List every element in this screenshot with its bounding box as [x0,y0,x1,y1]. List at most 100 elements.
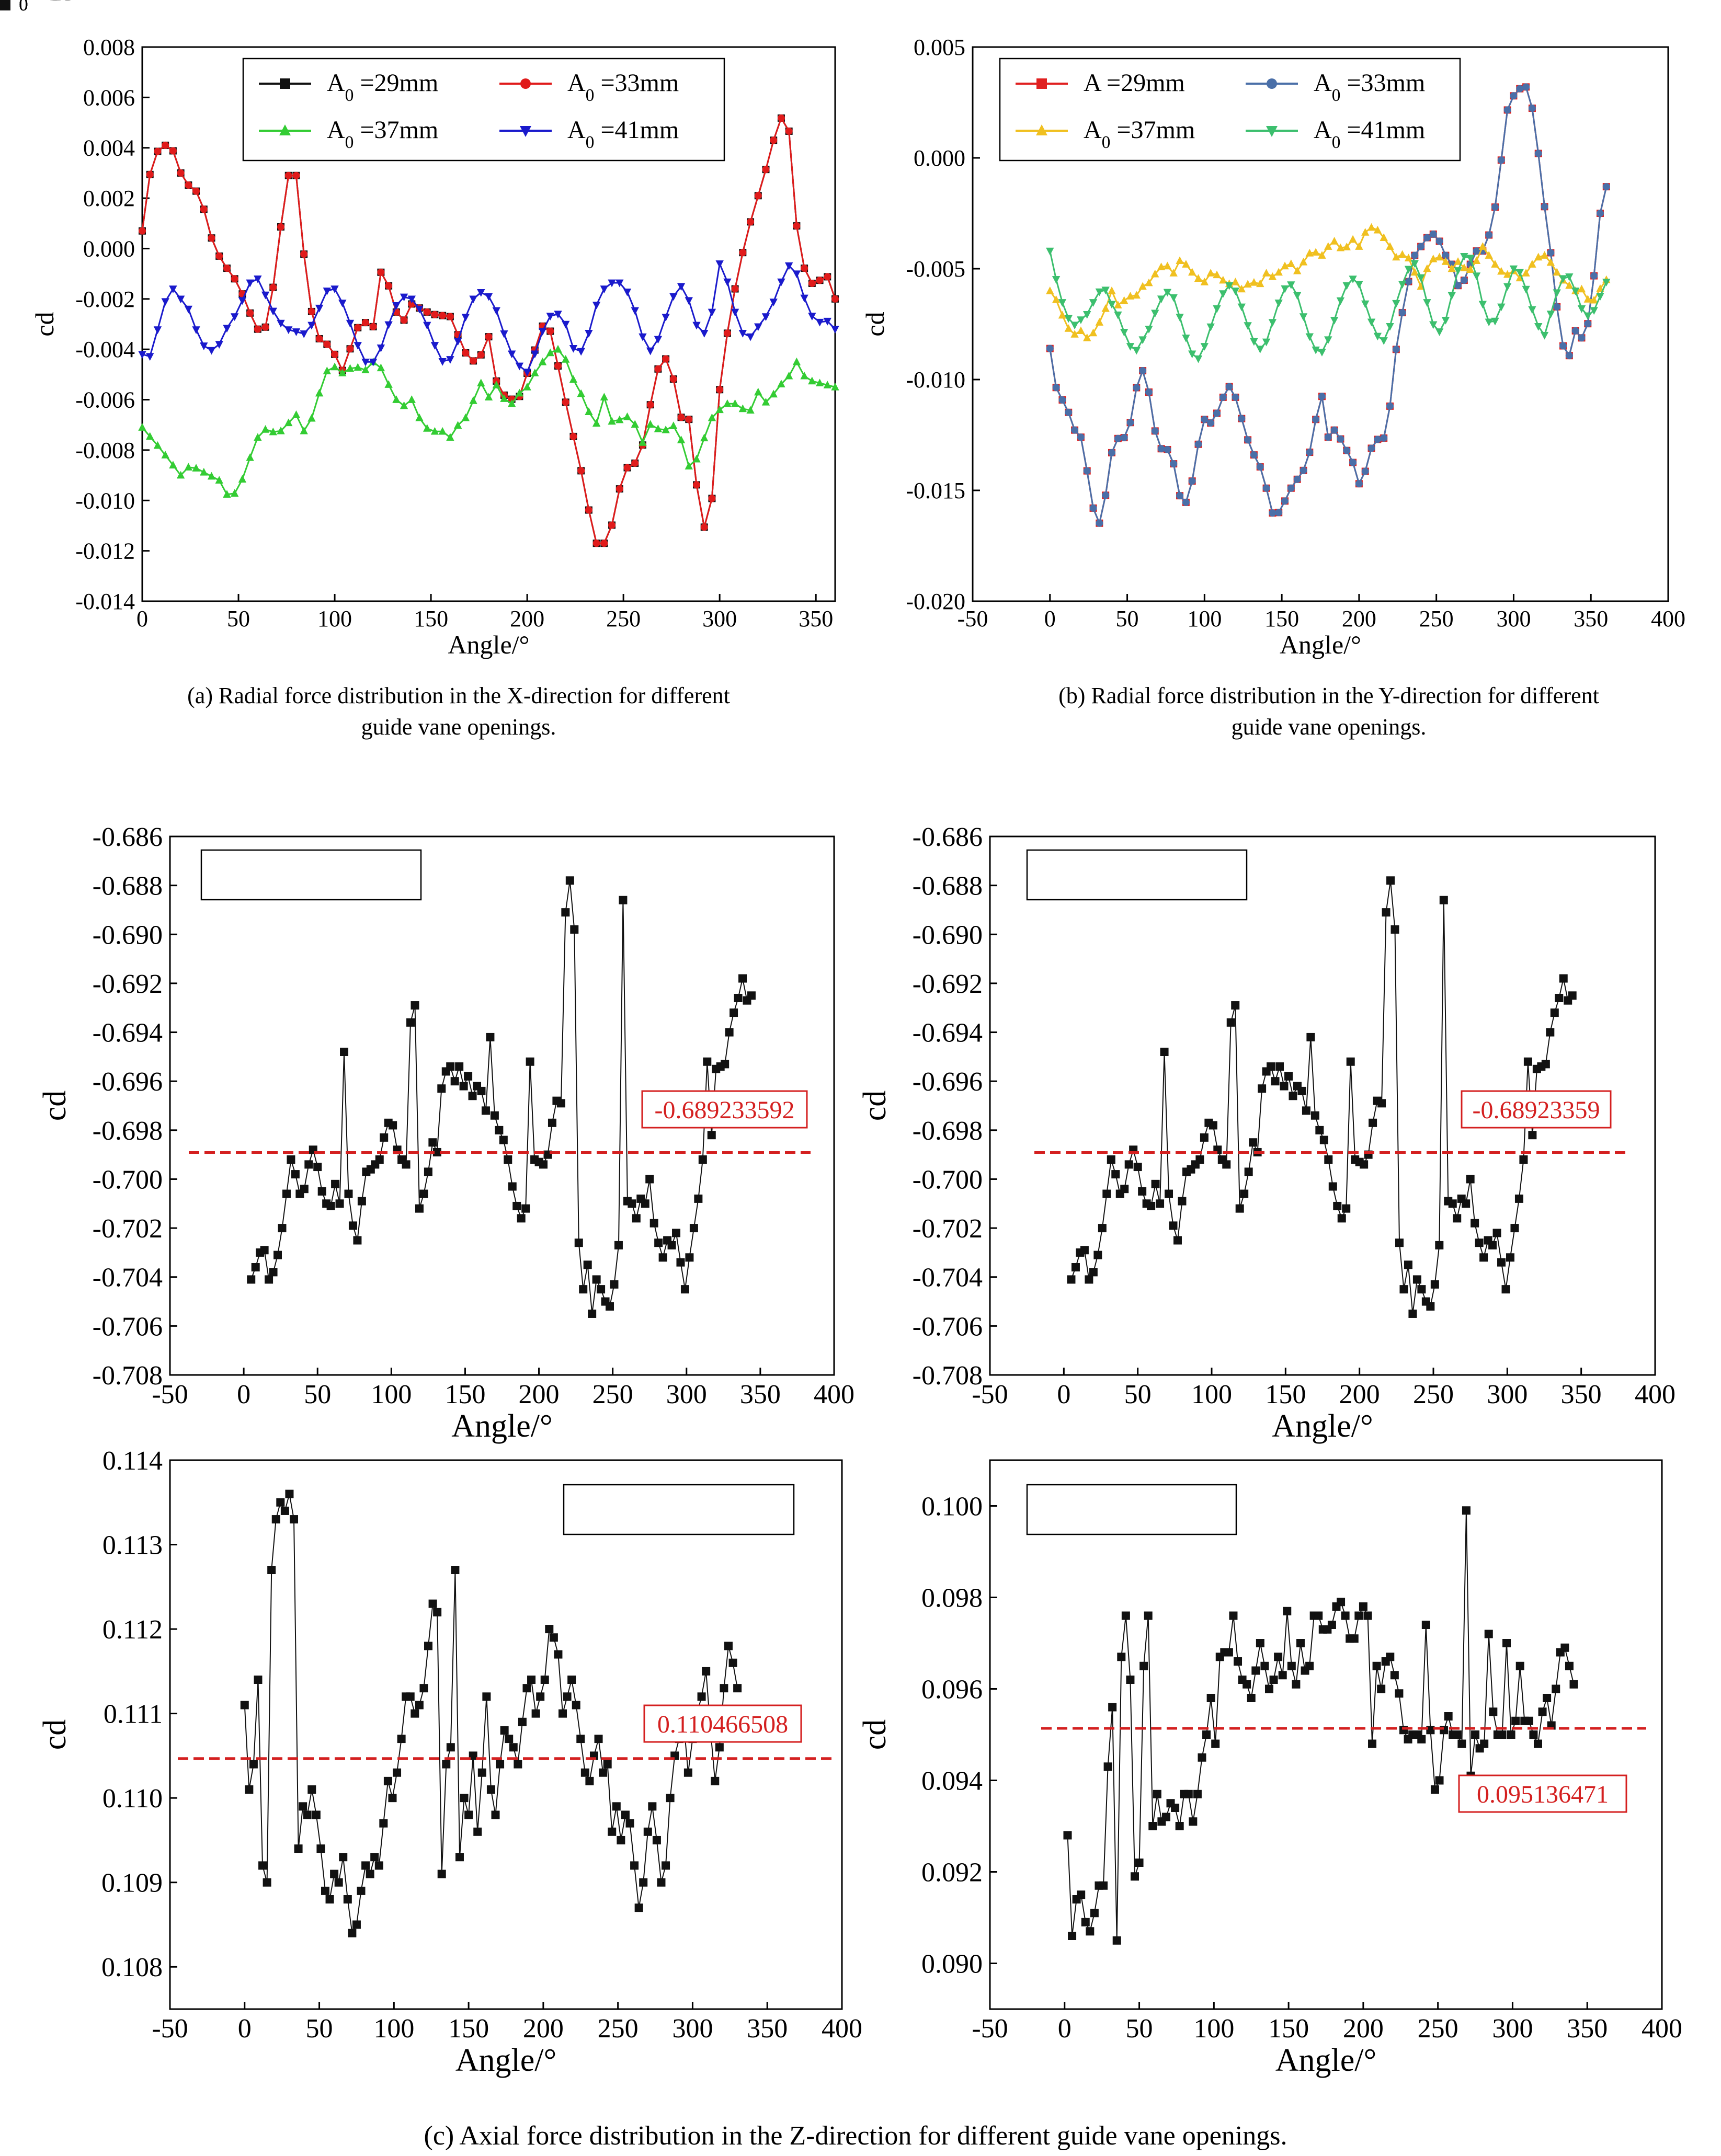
data-point [169,285,177,293]
x-tick-label: 150 [414,606,448,632]
data-point [1132,347,1141,355]
y-tick-label: -0.706 [93,1312,163,1341]
data-point [486,1785,495,1794]
data-point [424,1167,432,1176]
x-tick-label: 50 [227,606,250,632]
data-point [249,1760,258,1769]
data-point [1188,268,1196,276]
data-point [428,1599,437,1608]
y-tick-label: -0.700 [913,1165,983,1195]
y-tick-label: 0.098 [921,1584,983,1613]
data-point [1426,1726,1435,1735]
data-point [1126,343,1135,351]
data-point [1099,1881,1108,1890]
data-point [1157,295,1166,304]
data-point [1258,1084,1267,1093]
data-point [1417,1285,1426,1294]
data-point [1201,416,1209,423]
data-point [1410,268,1419,276]
data-point [1114,301,1122,308]
series-a0-33mm [1046,83,1610,527]
data-point [1408,1309,1417,1318]
data-point [450,1077,459,1086]
plot-frame [989,1459,1663,2010]
data-point [1328,1182,1337,1191]
data-point [469,396,477,404]
data-point [1064,324,1073,332]
data-point [654,1238,663,1247]
x-tick-label: 350 [747,2014,788,2044]
data-point [1602,279,1611,286]
data-point [1435,1241,1444,1249]
data-point [385,282,393,290]
data-point [1281,497,1289,505]
data-point [521,1204,530,1213]
data-point [1274,268,1283,276]
data-point [1577,284,1586,293]
data-point [1471,1730,1480,1739]
data-point [1392,300,1400,308]
data-point [1275,1062,1284,1071]
data-point [338,300,347,307]
data-point [632,1214,641,1223]
data-point [580,1768,589,1777]
x-tick-label: 100 [1193,2014,1234,2044]
data-point [1460,253,1468,261]
data-point [723,399,732,407]
data-point [645,1175,654,1184]
data-point [377,344,385,352]
data-point [1417,1735,1426,1744]
data-point [184,305,193,314]
data-point [1386,876,1395,885]
data-point [592,540,600,547]
data-point [1404,266,1413,274]
data-point [1312,346,1320,354]
data-point [815,379,824,387]
y-tick-label: -0.708 [93,1361,163,1391]
data-point [639,1878,648,1887]
data-point [146,432,154,440]
data-point [734,994,743,1002]
data-point [1337,435,1344,443]
data-point [1543,1694,1552,1702]
data-point [1392,346,1400,353]
data-point [269,307,277,316]
data-point [1102,1189,1111,1198]
data-point [1492,1229,1501,1237]
series-a0-41mm [1046,247,1611,363]
data-point [1068,1932,1077,1940]
data-point [1367,318,1376,327]
data-point [554,1650,563,1659]
data-point [1089,1268,1098,1277]
data-point [531,369,539,376]
data-point [1093,1251,1102,1259]
data-point [231,275,238,283]
data-point [649,1219,658,1228]
data-point [432,1148,441,1156]
data-point [1462,1199,1471,1208]
data-point [512,1201,521,1210]
data-point [261,425,270,433]
data-point [1497,156,1505,164]
data-point [1524,1716,1533,1725]
data-point [439,312,447,319]
data-point [354,324,362,331]
data-point [1299,313,1308,321]
data-point [339,1853,348,1862]
data-point [453,338,462,346]
data-point [1510,1224,1519,1233]
data-point [747,991,756,1000]
data-point [562,355,570,363]
data-point [1211,1739,1220,1748]
x-tick-label: 50 [304,1380,331,1409]
data-point [1132,291,1141,299]
data-point [694,1194,703,1203]
data-point [1478,301,1487,309]
data-point [246,309,254,317]
data-point [1478,242,1487,250]
data-point [1448,1199,1457,1208]
data-point [662,425,670,433]
data-point [1583,312,1592,320]
y-axis-label: cd [37,1719,73,1750]
data-point [146,353,154,361]
